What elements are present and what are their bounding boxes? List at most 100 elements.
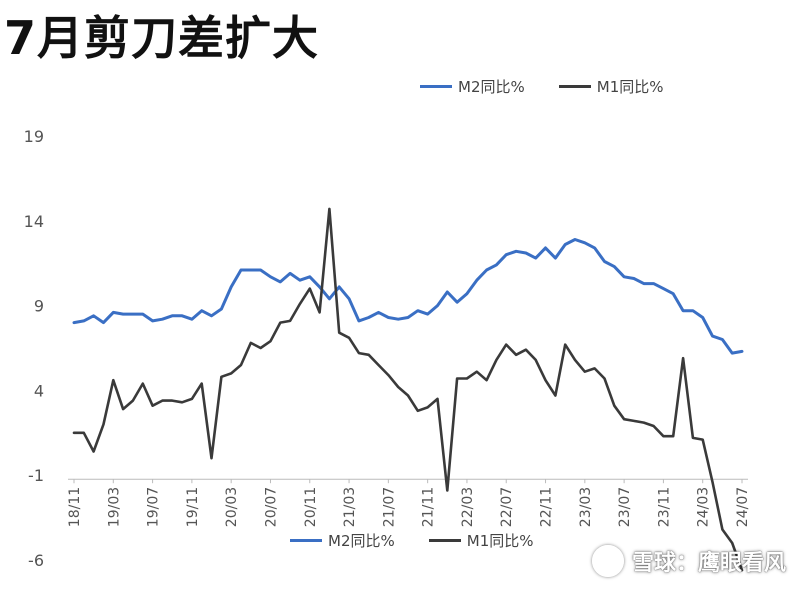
data-point-m2 [230,286,233,288]
series-line-m1 [72,207,744,572]
data-point-m2 [485,269,488,271]
data-point-m1 [338,331,341,334]
data-point-m2 [367,316,370,319]
x-tick-label: 23/07 [617,487,633,527]
data-point-m1 [357,352,360,354]
data-point-m2 [259,269,262,271]
data-point-m2 [171,314,174,317]
brand-watermark: 雪球：鹰眼看风 [591,545,786,577]
y-tick-label: -6 [28,551,44,570]
legend-label-m1: M1同比% [596,78,664,96]
data-point-m2 [721,338,724,341]
data-point-m2 [92,314,95,317]
data-point-m2 [475,279,478,282]
x-tick-label: 24/03 [696,487,712,527]
snowball-logo-icon [591,545,624,577]
data-point-m2 [122,313,125,315]
data-point-m2 [682,309,684,312]
data-point-m2 [289,272,292,275]
data-point-m1 [642,421,645,424]
data-point-m1 [73,431,75,434]
data-point-m2 [269,275,272,278]
legend-bottom-item-m1: M1同比% [428,530,534,551]
data-point-m2 [397,318,400,321]
data-point-m2 [633,277,635,280]
data-point-m2 [741,350,743,353]
x-tick-label: 22/03 [460,487,476,527]
data-point-m2 [534,257,537,260]
legend-bottom-label-m2: M2同比% [328,532,395,550]
data-point-m2 [691,309,694,312]
data-point-m1 [190,397,193,400]
data-point-m1 [524,348,527,351]
data-point-m2 [318,286,321,288]
data-point-m2 [416,309,419,312]
data-point-m1 [249,342,252,344]
data-point-m2 [240,269,242,271]
data-point-m2 [328,297,331,300]
data-point-m2 [613,265,616,268]
data-point-m1 [711,481,714,483]
data-point-m1 [210,457,213,460]
data-point-m1 [151,404,154,407]
data-point-m2 [515,250,517,253]
data-point-m2 [181,314,183,317]
data-point-m2 [731,352,734,354]
data-point-m2 [112,311,115,314]
data-point-m2 [200,309,203,312]
data-point-m1 [132,399,134,402]
data-point-m1 [82,431,85,434]
legend-bottom-swatch-m2 [290,539,322,542]
data-point-m2 [377,311,380,314]
data-point-m1 [446,489,449,492]
data-point-m2 [583,241,586,244]
data-point-m1 [662,435,665,438]
data-point-m2 [495,263,498,266]
x-tick-label: 21/03 [342,487,358,527]
data-point-m2 [348,297,350,300]
data-point-m1 [102,423,105,426]
data-point-m1 [200,382,203,385]
data-point-m2 [426,313,429,315]
data-point-m2 [141,313,144,315]
data-point-m2 [299,279,301,282]
x-tick-label: 18/11 [67,487,83,527]
data-point-m1 [652,425,655,427]
data-point-m1 [544,379,547,382]
data-point-m2 [544,247,547,249]
data-point-m2 [387,316,390,319]
x-tick-label: 24/07 [735,487,751,527]
data-point-m2 [338,286,341,288]
data-point-m2 [357,319,360,322]
data-point-m1 [318,311,321,314]
data-point-m1 [230,372,233,375]
data-point-m1 [436,397,439,400]
data-point-m1 [691,436,694,439]
data-point-m1 [426,406,429,409]
legend-bottom-label-m1: M1同比% [466,532,534,550]
data-point-m2 [672,292,675,295]
data-point-m1 [623,418,626,421]
x-tick-label: 20/11 [303,487,319,527]
data-point-m1 [367,353,370,356]
series-line-m2 [72,238,744,355]
data-point-m2 [662,287,665,290]
data-point-m1 [593,367,596,370]
y-tick-label: 4 [34,381,44,400]
data-point-m2 [593,247,596,249]
data-point-m2 [564,243,567,246]
data-point-m2 [524,252,527,254]
data-point-m1 [495,358,498,361]
data-point-m1 [161,399,164,402]
data-point-m1 [583,370,586,373]
data-point-m1 [475,370,478,373]
data-point-m2 [456,301,459,304]
y-tick-label: 14 [24,212,44,231]
data-point-m1 [741,569,743,572]
data-point-m2 [308,275,311,278]
legend-swatch-m1 [558,85,591,88]
data-point-m2 [574,238,576,241]
data-point-m2 [466,292,468,295]
data-point-m1 [259,347,262,349]
data-point-m2 [151,319,154,322]
